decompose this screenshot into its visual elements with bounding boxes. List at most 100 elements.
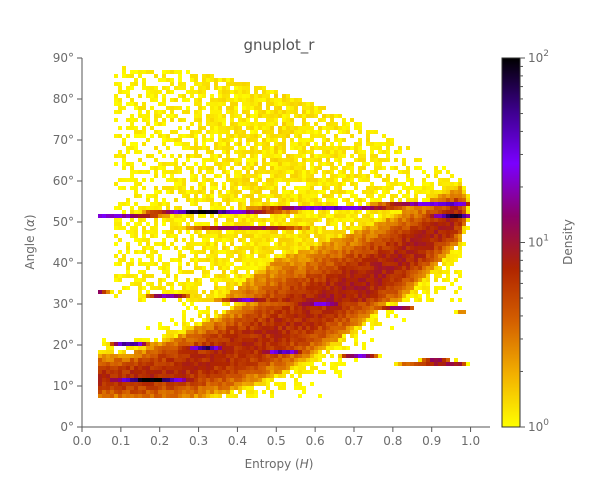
heat-cell: [286, 354, 290, 358]
heat-cell: [182, 146, 186, 150]
heat-cell: [126, 134, 130, 138]
heat-cell: [110, 374, 114, 378]
heat-cell: [326, 158, 330, 162]
heat-cell: [458, 310, 462, 314]
heat-cell: [450, 174, 454, 178]
heat-cell: [146, 386, 150, 390]
heat-cell: [134, 102, 138, 106]
heat-cell: [234, 318, 238, 322]
heat-cell: [354, 174, 358, 178]
heat-cell: [170, 174, 174, 178]
heat-cell: [306, 310, 310, 314]
heat-cell: [174, 378, 178, 382]
heat-cell: [214, 130, 218, 134]
heat-cell: [230, 250, 234, 254]
heat-cell: [426, 238, 430, 242]
heat-cell: [282, 194, 286, 198]
heat-cell: [306, 182, 310, 186]
heat-cell: [210, 362, 214, 366]
heat-cell: [270, 310, 274, 314]
heat-cell: [310, 110, 314, 114]
heat-cell: [210, 210, 214, 214]
heat-cell: [302, 306, 306, 310]
heat-cell: [358, 282, 362, 286]
heat-cell: [274, 142, 278, 146]
heat-cell: [246, 322, 250, 326]
heat-cell: [130, 362, 134, 366]
heat-cell: [314, 290, 318, 294]
heat-cell: [170, 98, 174, 102]
heat-cell: [422, 362, 426, 366]
heat-cell: [158, 278, 162, 282]
heat-cell: [354, 218, 358, 222]
heat-cell: [118, 134, 122, 138]
heat-cell: [214, 374, 218, 378]
heat-cell: [230, 238, 234, 242]
colorbar-label: Density: [561, 219, 575, 265]
heat-cell: [226, 302, 230, 306]
y-tick-label: 50°: [53, 215, 74, 229]
heat-cell: [114, 358, 118, 362]
heat-cell: [154, 374, 158, 378]
heat-cell: [174, 182, 178, 186]
heat-cell: [130, 274, 134, 278]
heat-cell: [350, 254, 354, 258]
heat-cell: [386, 146, 390, 150]
heat-cell: [178, 218, 182, 222]
heat-cell: [382, 234, 386, 238]
y-tick-label: 10°: [53, 379, 74, 393]
heat-cell: [246, 370, 250, 374]
heat-cell: [238, 278, 242, 282]
heat-cell: [114, 390, 118, 394]
heat-cell: [426, 198, 430, 202]
heat-cell: [366, 286, 370, 290]
heat-cell: [278, 286, 282, 290]
heat-cell: [210, 258, 214, 262]
heat-cell: [198, 110, 202, 114]
heat-cell: [294, 282, 298, 286]
heat-cell: [130, 174, 134, 178]
heat-cell: [346, 166, 350, 170]
heat-cell: [414, 258, 418, 262]
heat-cell: [262, 274, 266, 278]
heat-cell: [302, 166, 306, 170]
heat-cell: [446, 178, 450, 182]
heat-cell: [122, 106, 126, 110]
heat-cell: [370, 282, 374, 286]
heat-cell: [242, 106, 246, 110]
heat-cell: [290, 322, 294, 326]
heat-cell: [170, 170, 174, 174]
heat-cell: [386, 254, 390, 258]
heat-cell: [170, 318, 174, 322]
heat-cell: [350, 230, 354, 234]
heat-cell: [358, 202, 362, 206]
heat-cell: [298, 194, 302, 198]
heat-cell: [426, 182, 430, 186]
heat-cell: [266, 178, 270, 182]
heat-cell: [154, 198, 158, 202]
heat-cell: [226, 238, 230, 242]
heat-cell: [282, 286, 286, 290]
heat-cell: [238, 366, 242, 370]
heat-cell: [430, 238, 434, 242]
heat-cell: [358, 262, 362, 266]
heat-cell: [350, 302, 354, 306]
heat-cell: [446, 250, 450, 254]
heat-cell: [234, 374, 238, 378]
heat-cell: [218, 338, 222, 342]
heat-cell: [262, 290, 266, 294]
heat-cell: [370, 130, 374, 134]
heat-cell: [274, 298, 278, 302]
heat-cell: [274, 226, 278, 230]
heat-cell: [190, 166, 194, 170]
heat-cell: [394, 206, 398, 210]
heat-cell: [202, 234, 206, 238]
heat-cell: [166, 346, 170, 350]
heat-cell: [330, 338, 334, 342]
heat-cell: [186, 270, 190, 274]
heat-cell: [334, 234, 338, 238]
heat-cell: [254, 150, 258, 154]
heat-cell: [338, 234, 342, 238]
heat-cell: [318, 134, 322, 138]
heat-cell: [222, 146, 226, 150]
